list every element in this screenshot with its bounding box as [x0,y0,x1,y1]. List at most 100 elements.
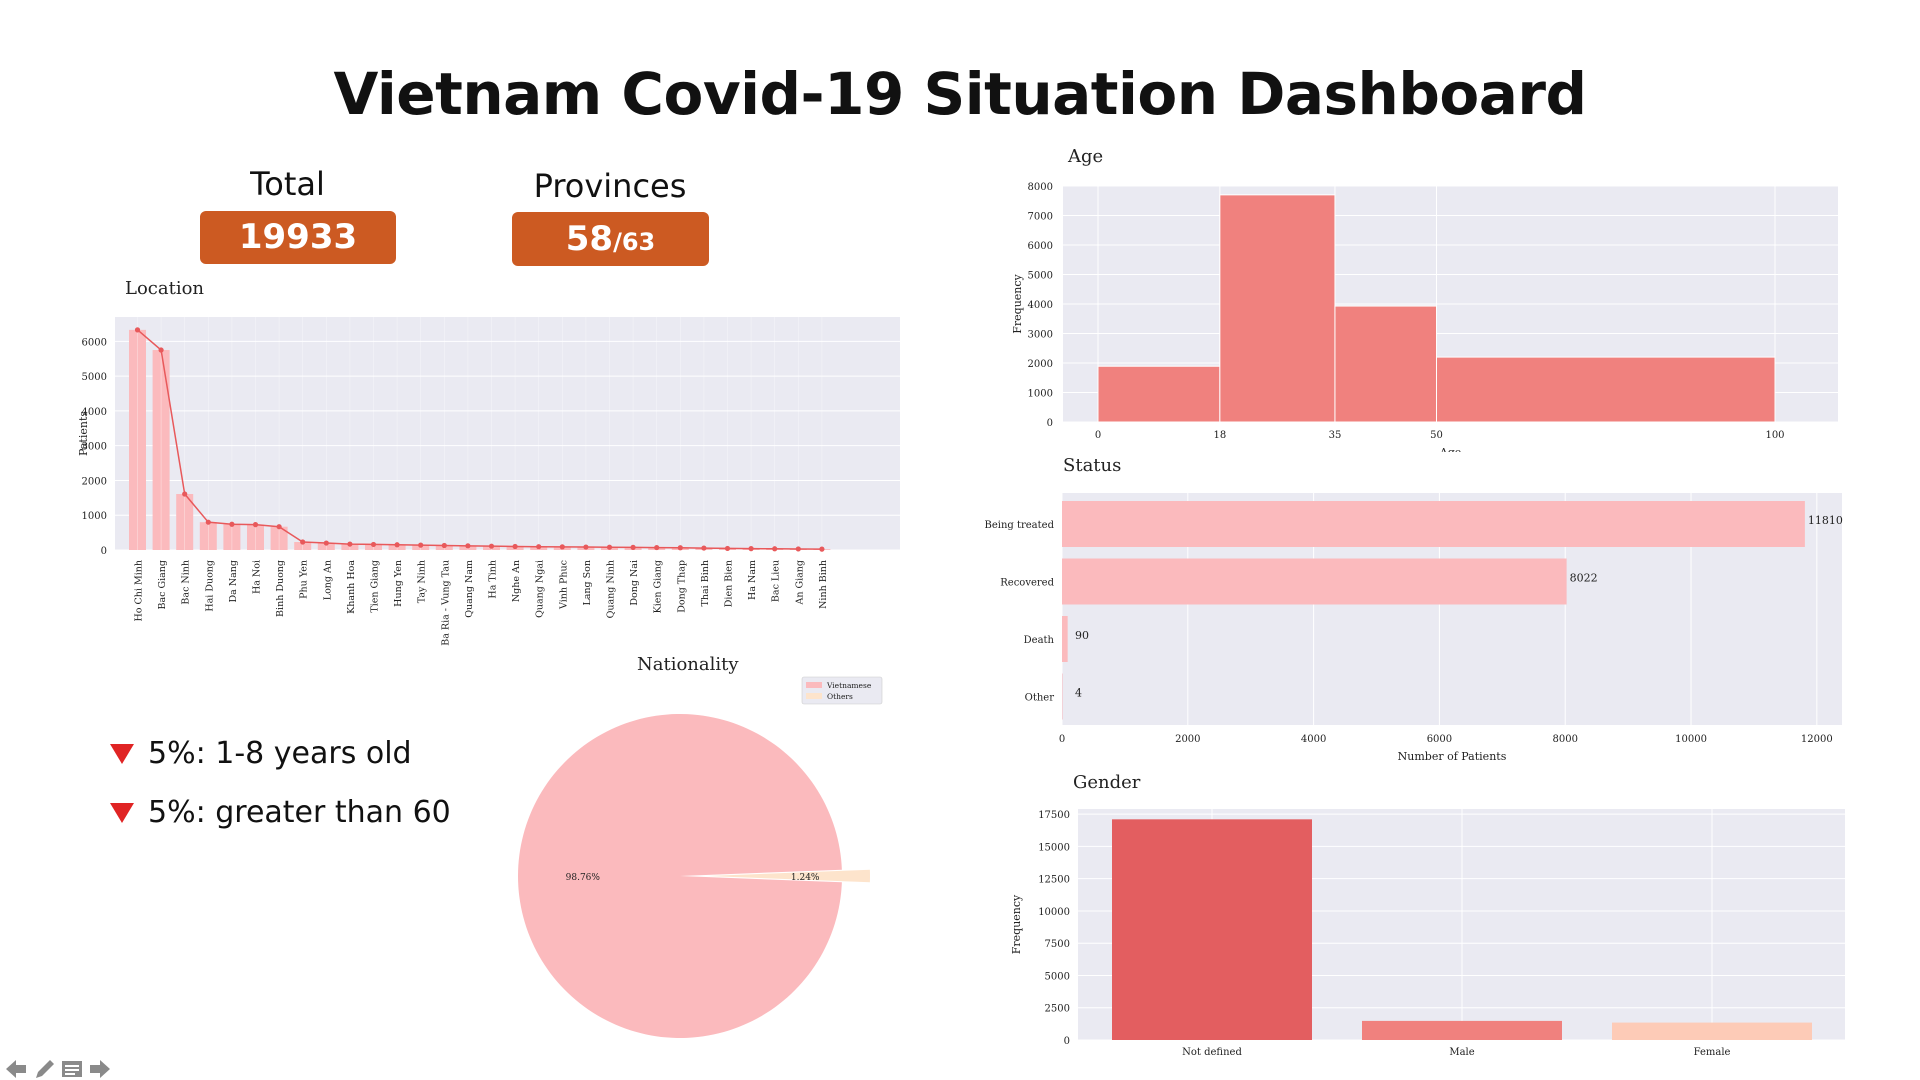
y-tick-label: 0 [1064,1036,1070,1047]
y-tick-label: Being treated [985,520,1055,531]
trend-point [724,545,731,552]
data-label: 90 [1075,629,1089,642]
y-axis-label: Patients [77,411,90,456]
x-tick-label: Ninh Binh [818,560,829,609]
y-tick-label: 4000 [82,407,107,418]
y-tick-label: 12500 [1038,875,1070,886]
x-tick-label: 4000 [1301,734,1326,745]
y-tick-label: 5000 [1028,271,1053,282]
y-axis-label: Frequency [1011,273,1024,333]
arrow-right-icon[interactable] [88,1058,112,1080]
trend-point [418,542,424,548]
histogram-bar [1436,356,1776,423]
note-age-low: 5%: 1-8 years old [106,736,412,771]
trend-point [370,541,377,548]
x-tick-label: Nghe An [511,560,522,602]
y-tick-label: 3000 [82,442,107,453]
histogram-bar [1219,194,1336,423]
x-axis-label: Number of Patients [1398,750,1507,763]
y-tick-label: 2000 [82,476,107,487]
x-tick-label: Lang Son [582,560,593,606]
menu-icon[interactable] [60,1058,84,1080]
trend-point [205,519,211,525]
trend-point [512,543,518,550]
y-tick-label: 1000 [82,511,107,522]
total-badge: 19933 [200,211,396,264]
note-age-high: 5%: greater than 60 [106,795,451,830]
y-tick-label: 8000 [1028,182,1053,193]
bar [1112,819,1312,1040]
slice-label: 1.24% [791,873,820,883]
arrow-left-icon[interactable] [4,1058,28,1080]
x-tick-label: Da Nang [228,560,239,602]
status-chart: 0 2000 4000 6000 8000 10000 12000 Being treated… [985,493,1843,763]
trend-point [654,544,660,551]
trend-point [819,546,825,552]
y-tick-label: 7000 [1028,212,1053,223]
total-value: 19933 [238,217,358,257]
legend-label: Vietnamese [826,681,872,690]
bar [1062,673,1063,720]
note-text: 5%: greater than 60 [148,795,451,830]
trend-point [559,544,565,550]
provinces-value: 58 [565,219,614,259]
bar [1612,1022,1812,1040]
x-tick-label: Ha Tinh [488,560,499,599]
plot-area [115,317,900,550]
trend-point [465,543,471,549]
x-tick-label: 10000 [1675,734,1707,745]
trend-point [300,539,306,545]
x-tick-label: Ha Nam [747,560,758,600]
x-tick-label: 2000 [1175,734,1200,745]
data-label: 4 [1075,687,1082,700]
trend-point [488,543,495,549]
provinces-total: /63 [613,228,656,256]
x-tick-label: Dong Nai [629,560,640,606]
trend-point [630,544,636,550]
x-tick-label: Hung Yen [393,560,404,607]
x-tick-label: Quang Ngai [535,560,546,618]
data-label: 11810 [1808,514,1843,527]
x-tick-label: Tay Ninh [417,560,428,603]
x-tick-label: Quang Ninh [606,560,617,618]
nationality-chart-title: Nationality [637,654,739,675]
x-tick-label: Quang Nam [464,560,475,618]
y-tick-label: 6000 [1028,241,1053,252]
slice-label: 98.76% [566,873,601,883]
data-label: 8022 [1570,572,1598,585]
x-tick-label: Ho Chi Minh [134,560,145,621]
x-tick-label: Not defined [1182,1047,1242,1058]
x-tick-label: Dong Thap [676,560,687,613]
trend-point [701,545,707,551]
y-axis-label: Frequency [1010,894,1023,954]
x-tick-label: Bac Ninh [181,560,192,605]
x-tick-label: 100 [1765,430,1784,441]
trend-point [441,542,447,549]
total-label: Total [250,165,325,203]
pencil-icon[interactable] [32,1058,56,1080]
y-tick-label: 2500 [1045,1004,1070,1015]
x-tick-label: 6000 [1427,734,1452,745]
bar [1062,558,1567,605]
x-tick-label: An Giang [794,560,805,606]
x-tick-label: 0 [1095,430,1101,441]
x-tick-label: Dien Bien [724,560,735,607]
trend-point [677,545,683,551]
status-chart-title: Status [1063,455,1122,476]
bar [1062,501,1805,547]
x-tick-label: Khanh Hoa [346,560,357,614]
trend-point [229,521,235,527]
age-chart: 0 1000 2000 3000 4000 5000 6000 7000 8000 0 18 35 50… [1011,182,1838,452]
y-tick-label: 6000 [82,337,107,348]
x-tick-label: 18 [1213,430,1226,441]
x-tick-label: Ba Ria - Vung Tau [440,560,451,646]
y-tick-label: Death [1024,635,1055,646]
trend-point [252,522,259,528]
y-tick-label: 7500 [1045,939,1070,950]
location-chart: 0 1000 2000 3000 4000 5000 6000 Patients Ho Chi … [77,317,900,646]
y-tick-label: 5000 [1045,971,1070,982]
x-tick-label: Male [1449,1047,1474,1058]
gender-chart: 0 2500 5000 7500 10000 12500 15000 17500 Not def… [1010,809,1845,1058]
down-triangle-icon [110,743,134,764]
bar [1362,1020,1562,1040]
